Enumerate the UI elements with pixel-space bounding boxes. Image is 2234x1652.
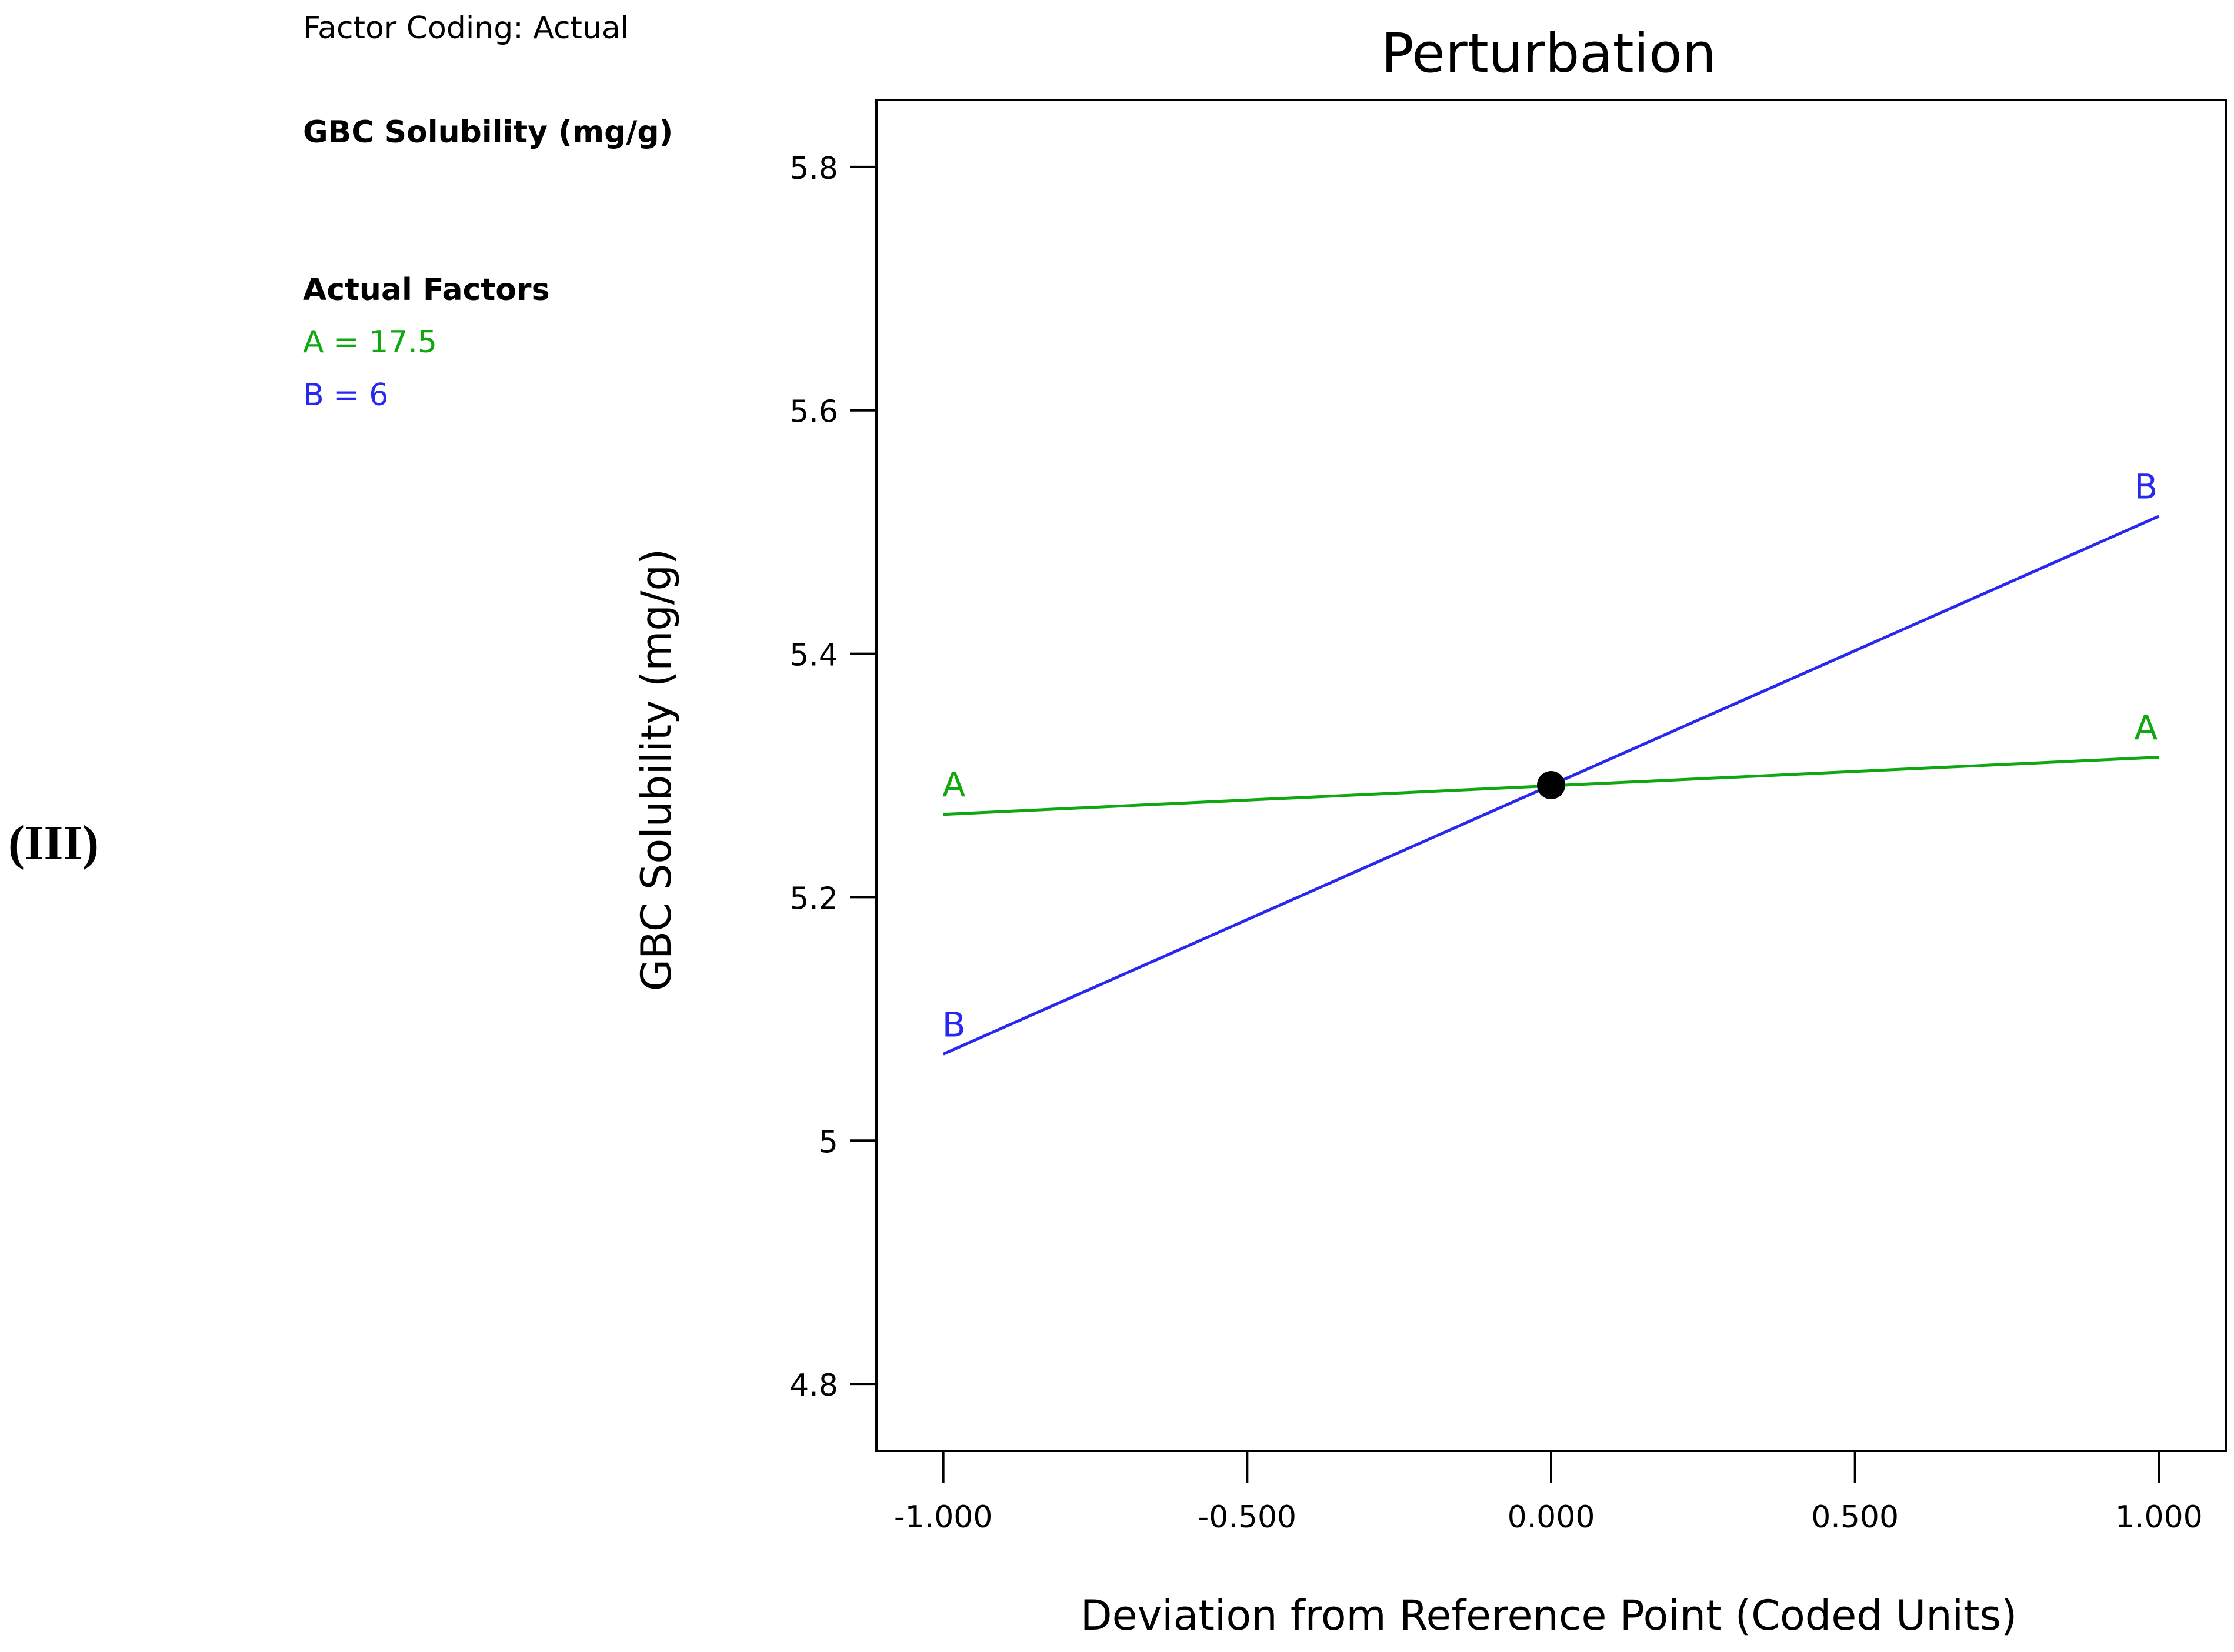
series-layer: A A B B <box>942 467 2160 1056</box>
series-b-end-label: B <box>2134 467 2158 507</box>
series-b-start-label: B <box>942 1004 966 1044</box>
factor-a-value: A = 17.5 <box>303 325 437 360</box>
y-axis-label: GBC Solubility (mg/g) <box>632 549 681 991</box>
x-tick-label: -0.500 <box>1198 1500 1297 1535</box>
factor-coding-text: Factor Coding: Actual <box>303 11 629 46</box>
actual-factors-heading: Actual Factors <box>303 272 550 308</box>
y-tick-label: 5.6 <box>789 395 838 430</box>
y-tick-label: 5.4 <box>789 638 838 673</box>
y-axis: 4.8 5 5.2 5.4 5.6 5.8 <box>789 151 876 1403</box>
x-axis-label: Deviation from Reference Point (Coded Un… <box>1081 1591 2018 1640</box>
x-tick-label: 0.500 <box>1811 1500 1899 1535</box>
reference-point-marker <box>1537 771 1565 800</box>
series-a-start-label: A <box>942 765 966 805</box>
factor-b-value: B = 6 <box>303 378 389 413</box>
x-tick-label: 1.000 <box>2115 1500 2203 1535</box>
y-tick-label: 4.8 <box>789 1368 838 1403</box>
y-tick-label: 5.8 <box>789 151 838 186</box>
x-axis: -1.000 -0.500 0.000 0.500 1.000 <box>894 1451 2203 1535</box>
x-tick-label: -1.000 <box>894 1500 993 1535</box>
x-tick-label: 0.000 <box>1508 1500 1595 1535</box>
y-tick-label: 5.2 <box>789 881 838 916</box>
chart-title: Perturbation <box>1381 22 1716 85</box>
series-a-end-label: A <box>2134 707 2158 747</box>
panel-label: (III) <box>8 816 99 870</box>
response-name: GBC Solubility (mg/g) <box>303 115 673 150</box>
y-tick-label: 5 <box>819 1124 838 1160</box>
